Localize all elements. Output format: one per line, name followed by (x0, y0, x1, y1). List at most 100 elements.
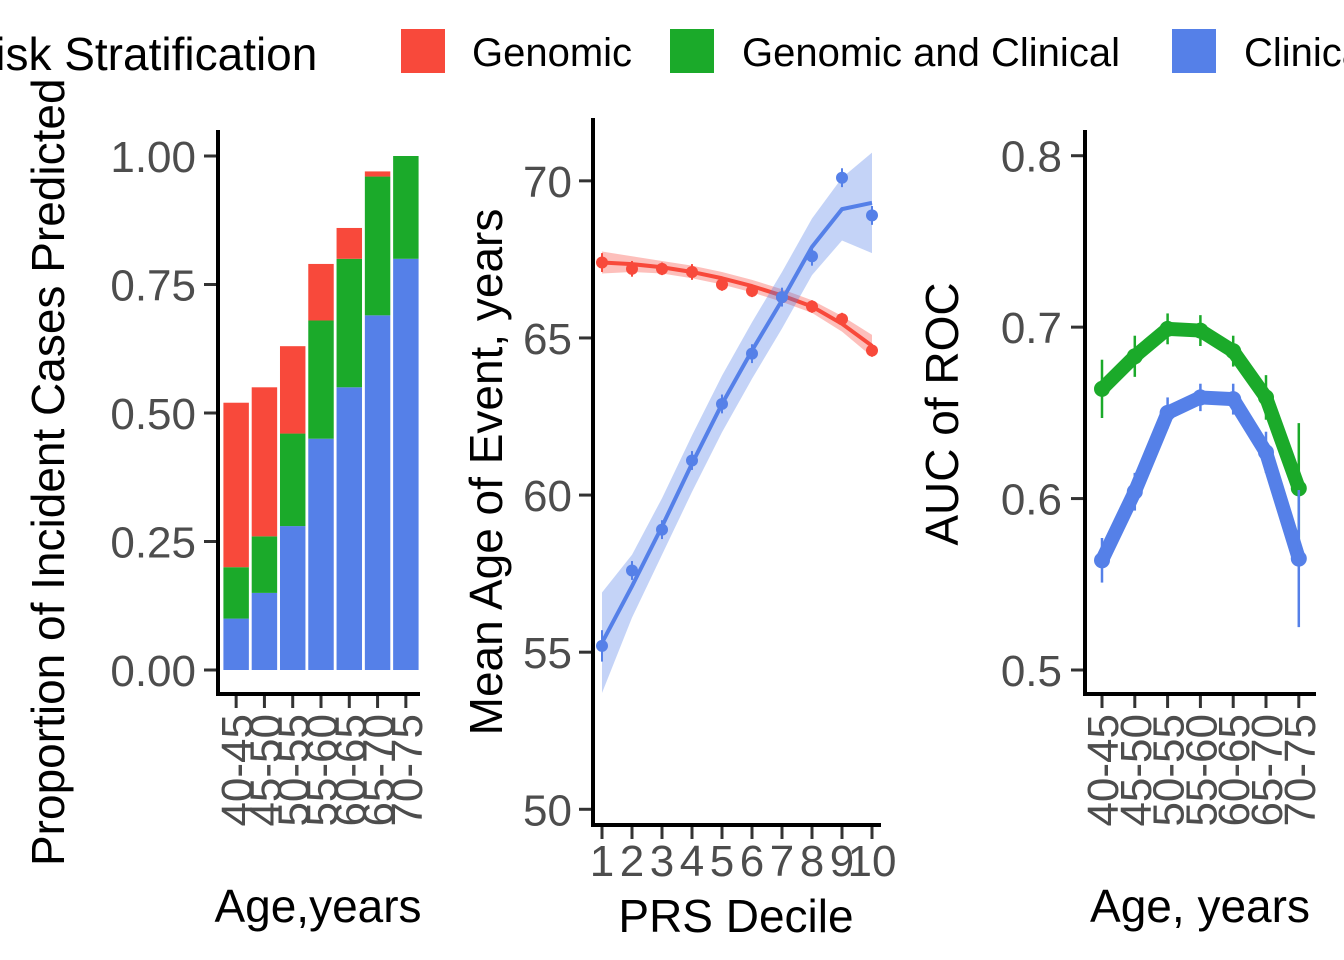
x-tick-label: 45-50 (1112, 714, 1161, 827)
x-tick-label: 9 (830, 837, 854, 886)
auc-y-axis-title: AUC of ROC (916, 282, 968, 545)
x-tick-label: 10 (848, 837, 897, 886)
point-clinical (1290, 550, 1307, 567)
point-clinical (1225, 391, 1242, 408)
point-genomic (866, 344, 878, 357)
ci-band-clinical (602, 152, 872, 694)
y-tick-label: 0.00 (110, 647, 196, 696)
point-genomic-and-clinical (1094, 380, 1110, 397)
bar-genomic-50-55 (279, 346, 306, 434)
bar-genomic-40-45 (223, 402, 249, 568)
y-tick-label: 0.25 (110, 519, 196, 568)
point-genomic (656, 262, 668, 275)
point-clinical (686, 454, 698, 467)
legend-label-genomic-and-clinical: Genomic and Clinical (742, 31, 1120, 75)
x-tick-label: 60-65 (1210, 714, 1259, 827)
y-tick-label: 0.75 (110, 262, 196, 311)
bar-genomic-and-clinical-70-75 (393, 156, 419, 259)
x-tick-label: 50-55 (1145, 714, 1194, 827)
x-tick-label: 4 (680, 837, 704, 886)
x-tick-label: 40-45 (213, 714, 262, 827)
bar-genomic-65-70 (364, 171, 391, 177)
bar-genomic-60-65 (336, 227, 363, 259)
x-tick-label: 6 (740, 837, 764, 886)
bar-y-axis-title: Proportion of Incident Cases Predicted (22, 78, 74, 866)
legend-swatch-clinical (1172, 29, 1216, 73)
legend-label-genomic: Genomic (472, 31, 632, 75)
x-tick-label: 70-75 (383, 714, 432, 827)
point-clinical (836, 171, 848, 184)
smooth-line-clinical (600, 200, 873, 644)
y-tick-label: 0.6 (1001, 476, 1062, 525)
bar-genomic-and-clinical-40-45 (223, 567, 249, 619)
point-clinical (656, 523, 668, 536)
point-clinical (1258, 444, 1274, 461)
point-clinical (1094, 552, 1110, 569)
y-tick-label: 65 (523, 315, 572, 364)
bar-genomic-and-clinical-45-50 (251, 536, 278, 593)
bar-genomic-45-50 (251, 387, 278, 537)
scatter-axis-ticks: 1 2 3 4 5 6 7 8 910 50 55 60 65 70 (523, 158, 896, 886)
bar-genomic-and-clinical-55-60 (308, 320, 334, 439)
x-tick-label: 3 (650, 837, 674, 886)
x-tick-label: 2 (620, 837, 644, 886)
y-tick-label: 50 (523, 786, 572, 835)
bar-clinical-40-45 (223, 618, 249, 670)
bar-clinical-65-70 (364, 315, 391, 670)
point-genomic (626, 262, 638, 275)
y-tick-label: 55 (523, 629, 572, 678)
x-tick-label: 50-55 (270, 714, 319, 827)
legend-label-clinical: Clinical (1244, 31, 1344, 75)
point-genomic (596, 256, 608, 269)
scatter-x-axis-title: PRS Decile (618, 890, 853, 942)
bar-genomic-and-clinical-65-70 (364, 176, 391, 316)
x-tick-label: 7 (770, 837, 794, 886)
point-genomic (806, 300, 818, 313)
legend: Risk Stratification Genomic Genomic and … (0, 28, 1344, 80)
point-genomic-and-clinical (1159, 320, 1176, 337)
point-genomic (746, 284, 758, 297)
x-tick-label: 8 (800, 837, 824, 886)
point-genomic-and-clinical (1192, 322, 1209, 339)
auc-marks (1094, 313, 1307, 628)
y-tick-label: 0.8 (1001, 133, 1062, 182)
bar-genomic-55-60 (308, 263, 334, 321)
point-genomic (716, 278, 728, 291)
point-clinical (776, 291, 788, 304)
y-tick-label: 0.7 (1001, 304, 1062, 353)
y-tick-label: 0.50 (110, 390, 196, 439)
bar-clinical-45-50 (251, 592, 278, 670)
bar-marks (223, 156, 419, 670)
point-genomic (686, 265, 698, 278)
ci-band-genomic (602, 251, 872, 357)
y-tick-label: 70 (523, 158, 572, 207)
bar-clinical-70-75 (393, 258, 419, 670)
bar-clinical-50-55 (279, 526, 306, 670)
y-tick-label: 0.5 (1001, 647, 1062, 696)
legend-swatch-genomic (401, 29, 445, 73)
point-clinical (1126, 483, 1143, 500)
x-tick-label: 1 (590, 837, 614, 886)
bar-genomic-and-clinical-50-55 (279, 433, 306, 527)
bar-genomic-and-clinical-60-65 (336, 258, 363, 388)
scatter-panel: 1 2 3 4 5 6 7 8 910 50 55 60 65 70 Mean Age of Event,… (460, 118, 896, 942)
point-clinical (806, 250, 818, 263)
auc-x-axis-title: Age, years (1090, 880, 1310, 932)
point-genomic-and-clinical (1225, 343, 1242, 360)
point-clinical (746, 347, 758, 360)
x-tick-label: 65-70 (1243, 714, 1292, 827)
x-tick-label: 65-70 (355, 714, 404, 827)
bar-clinical-60-65 (336, 387, 363, 670)
smooth-line-genomic (601, 260, 874, 348)
x-tick-label: 60-65 (326, 714, 375, 827)
x-tick-label: 55-60 (1177, 714, 1226, 827)
point-clinical (1159, 404, 1176, 421)
legend-swatch-genomic-and-clinical (670, 29, 714, 73)
point-clinical (596, 639, 608, 652)
point-clinical (1192, 389, 1209, 406)
